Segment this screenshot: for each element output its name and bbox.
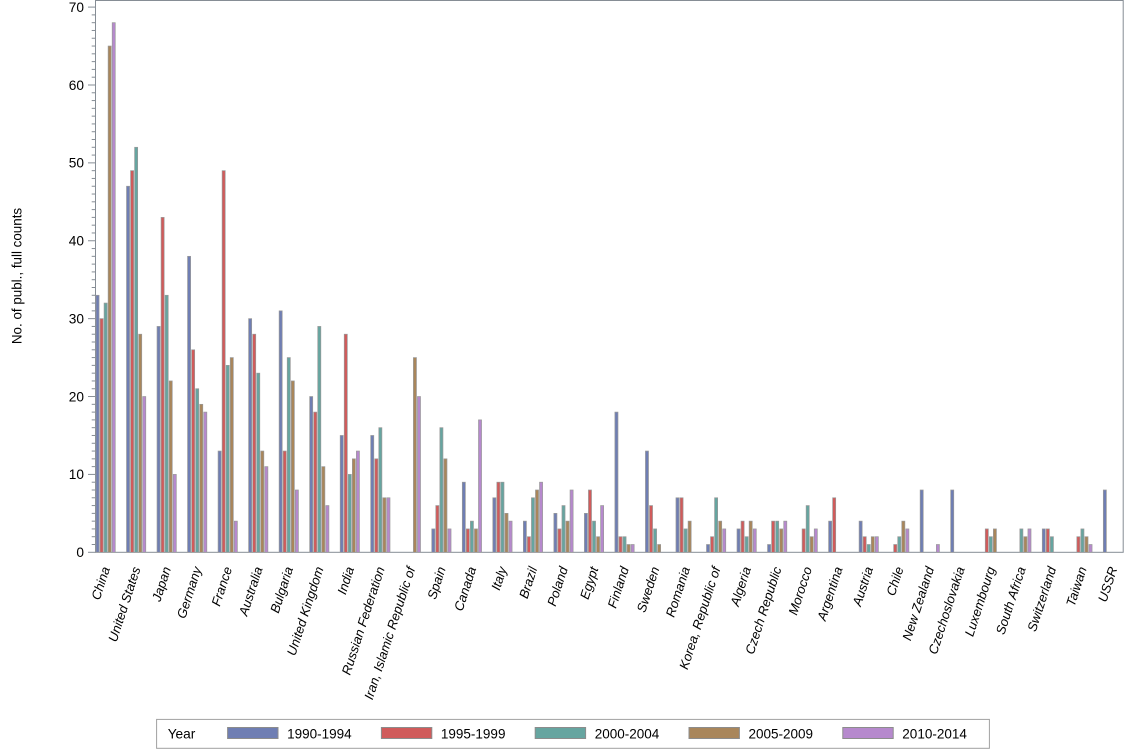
svg-text:2005-2009: 2005-2009 [749, 726, 814, 741]
svg-text:2000-2004: 2000-2004 [595, 726, 660, 741]
svg-text:Italy: Italy [488, 563, 510, 592]
svg-text:30: 30 [69, 311, 85, 326]
svg-text:No. of publ., full counts: No. of publ., full counts [10, 208, 25, 345]
svg-text:60: 60 [69, 78, 85, 93]
svg-text:50: 50 [69, 156, 85, 171]
svg-text:20: 20 [69, 389, 85, 404]
svg-text:40: 40 [69, 234, 85, 249]
svg-text:70: 70 [69, 0, 85, 15]
svg-text:1995-1999: 1995-1999 [441, 726, 506, 741]
svg-text:1990-1994: 1990-1994 [287, 726, 352, 741]
svg-text:2010-2014: 2010-2014 [902, 726, 967, 741]
svg-text:0: 0 [76, 545, 84, 560]
svg-text:Year: Year [168, 726, 196, 741]
svg-text:10: 10 [69, 467, 85, 482]
